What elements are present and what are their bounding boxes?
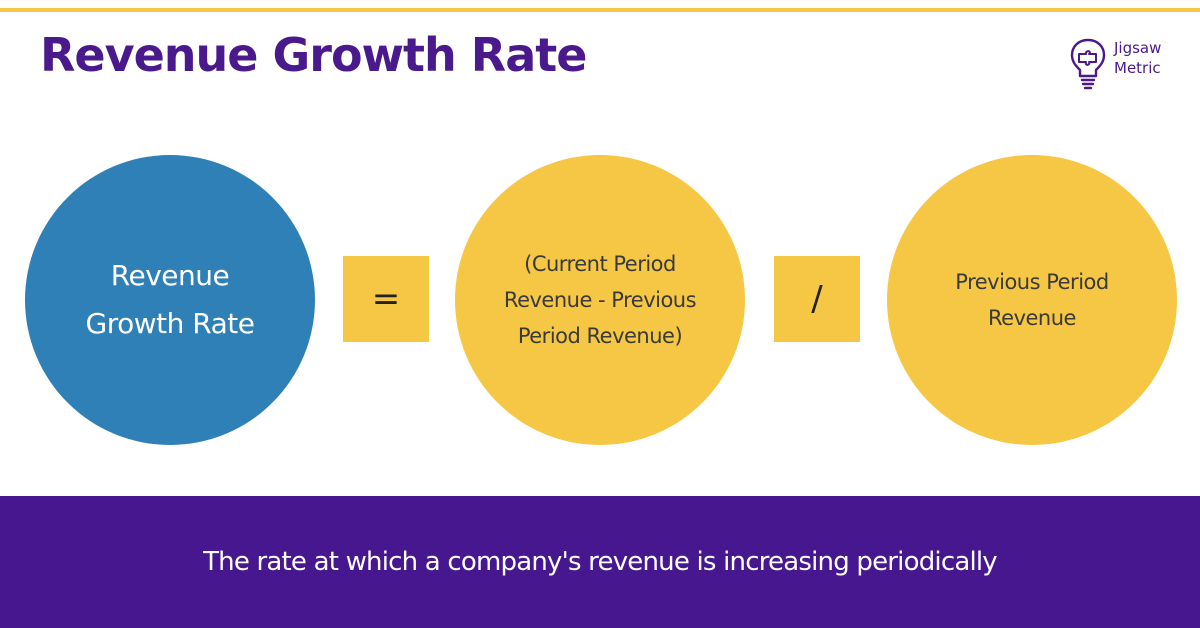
- page-title: Revenue Growth Rate: [40, 28, 587, 82]
- lhs-line-2: Growth Rate: [85, 307, 255, 340]
- lhs-label: Revenue Growth Rate: [50, 252, 290, 348]
- footer-banner: The rate at which a company's revenue is…: [0, 496, 1200, 628]
- numerator-label: (Current Period Revenue - Previous Perio…: [480, 246, 720, 354]
- equals-operator: =: [343, 256, 429, 342]
- top-accent-line: [0, 8, 1200, 12]
- lhs-line-1: Revenue: [110, 259, 230, 292]
- denominator-line-2: Revenue: [988, 306, 1076, 330]
- denominator-label: Previous Period Revenue: [912, 264, 1152, 336]
- divide-operator: /: [774, 256, 860, 342]
- brand-logo: Jigsaw Metric: [1068, 36, 1178, 92]
- numerator-line-1: (Current Period: [524, 252, 676, 276]
- numerator-line-3: Period Revenue): [517, 324, 683, 348]
- numerator-line-2: Revenue - Previous: [503, 288, 697, 312]
- lightbulb-puzzle-icon: [1070, 38, 1106, 90]
- logo-line-2: Metric: [1114, 59, 1161, 77]
- footer-caption: The rate at which a company's revenue is…: [203, 547, 998, 577]
- denominator-circle: Previous Period Revenue: [887, 155, 1177, 445]
- denominator-line-1: Previous Period: [955, 270, 1109, 294]
- logo-text: Jigsaw Metric: [1114, 38, 1161, 78]
- lhs-circle: Revenue Growth Rate: [25, 155, 315, 445]
- logo-line-1: Jigsaw: [1114, 39, 1162, 57]
- numerator-circle: (Current Period Revenue - Previous Perio…: [455, 155, 745, 445]
